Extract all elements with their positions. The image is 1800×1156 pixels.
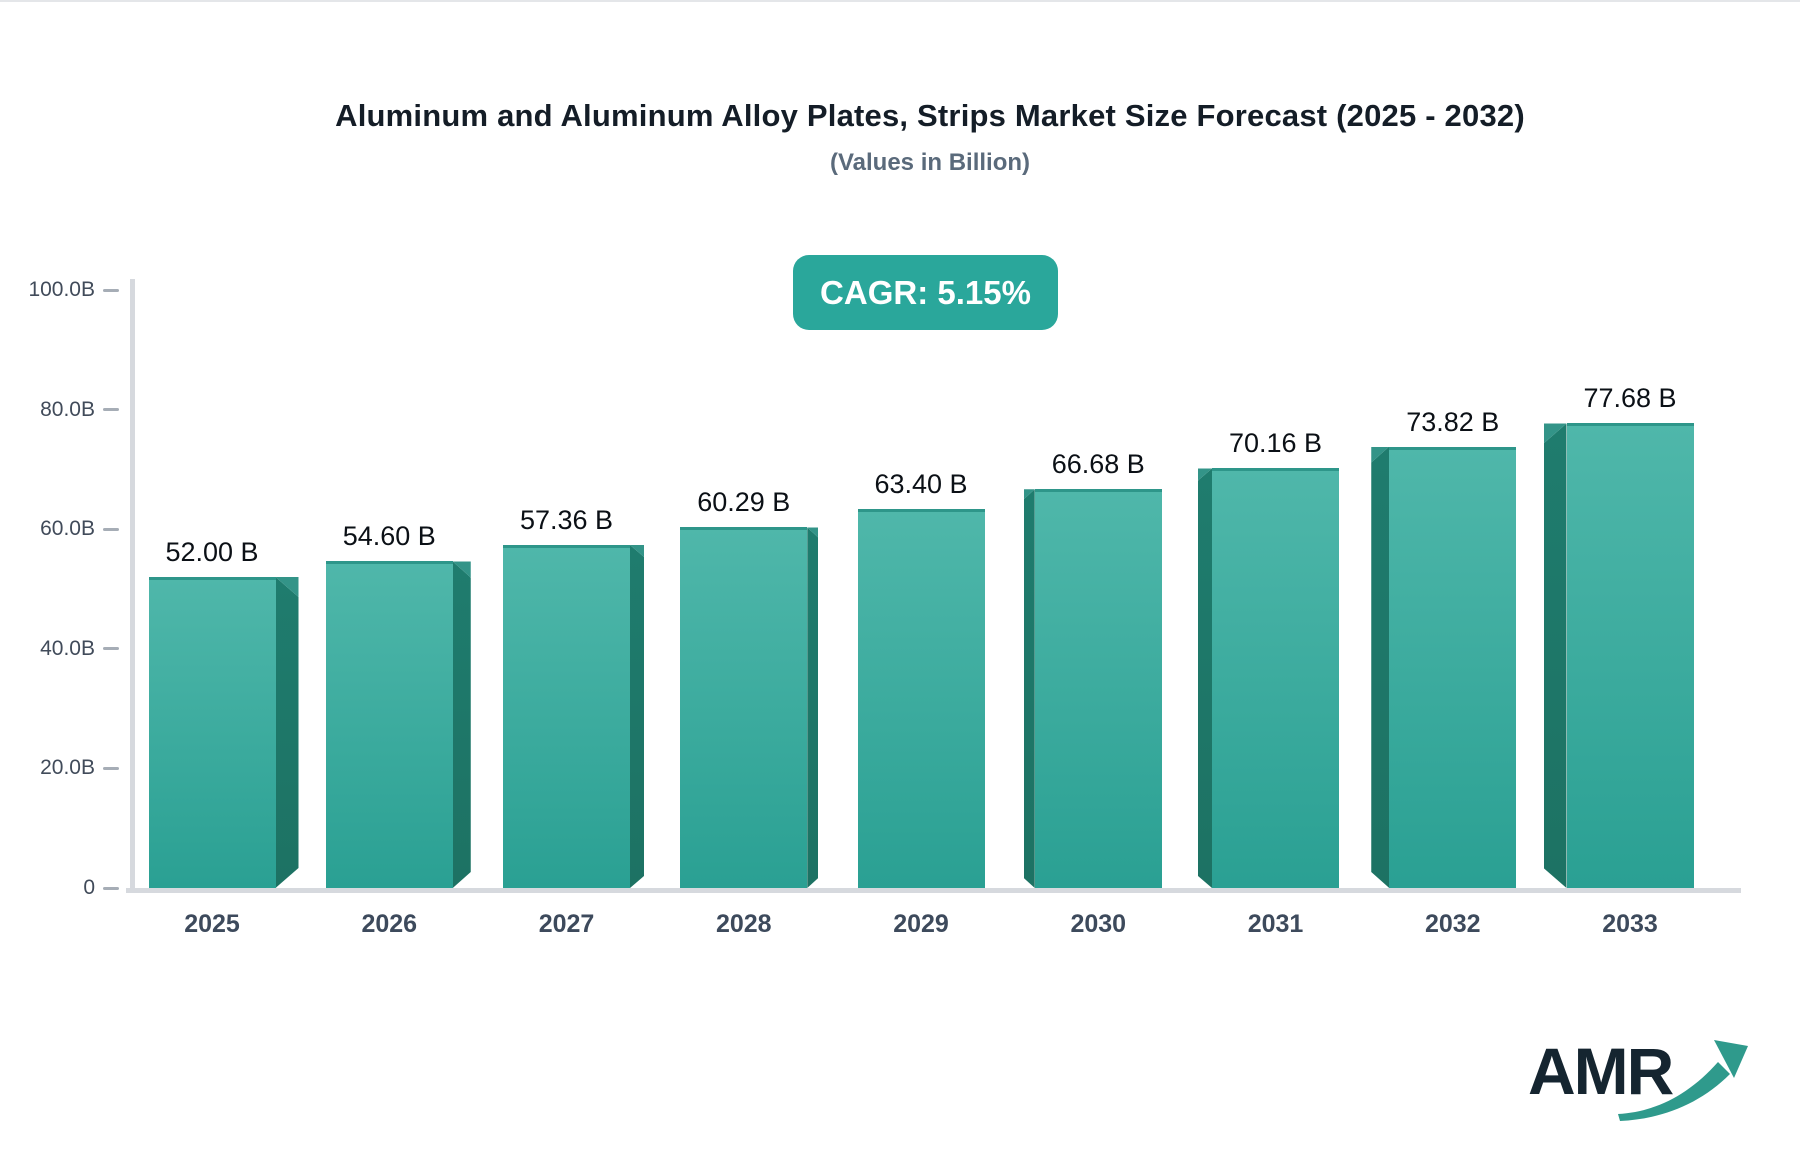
bar-top-bevel — [807, 527, 819, 538]
y-tick-mark — [103, 527, 119, 531]
x-tick-label: 2025 — [184, 910, 240, 938]
cagr-badge: CAGR: 5.15% — [793, 255, 1058, 330]
x-tick-label: 2030 — [1070, 910, 1127, 938]
bar-value-label: 77.68 B — [1583, 383, 1677, 414]
chart-title: Aluminum and Aluminum Alloy Plates, Stri… — [335, 98, 1525, 133]
y-tick-label: 60.0B — [40, 517, 95, 541]
bar-2029 — [857, 508, 985, 888]
chart-subtitle: (Values in Billion) — [829, 149, 1031, 176]
amr-logo-text: AMR — [1528, 1034, 1674, 1108]
bar-2028 — [680, 527, 808, 888]
bar-value-label: 54.60 B — [342, 521, 436, 552]
y-axis-line — [130, 279, 135, 893]
bar-side-face — [453, 561, 471, 888]
x-tick-label: 2028 — [715, 910, 772, 938]
x-tick-label: 2032 — [1424, 910, 1481, 938]
bar-value-label: 63.40 B — [874, 468, 968, 499]
y-tick-label: 0 — [83, 876, 95, 899]
bar-side-face — [1198, 468, 1212, 888]
bar-2033 — [1566, 423, 1694, 888]
y-tick-label: 80.0B — [40, 397, 95, 421]
y-tick-label: 40.0B — [40, 636, 95, 660]
growth-arrow-icon — [1618, 1040, 1748, 1121]
y-tick-mark — [103, 288, 119, 292]
bar-2031 — [1212, 468, 1339, 888]
x-tick-label: 2033 — [1602, 910, 1658, 938]
x-tick-label: 2027 — [538, 910, 595, 938]
bar-2027 — [503, 544, 630, 888]
y-tick-mark — [103, 766, 119, 770]
bar-value-label: 60.29 B — [697, 487, 791, 518]
bar-side-face — [807, 527, 818, 888]
bar-2030 — [1034, 489, 1162, 888]
x-tick-label: 2031 — [1247, 910, 1304, 938]
x-axis-line — [126, 888, 1741, 893]
bar-value-label: 73.82 B — [1406, 406, 1500, 437]
bar-side-face — [276, 577, 299, 888]
bar-value-label: 57.36 B — [519, 504, 614, 535]
bar-side-face — [1544, 423, 1567, 888]
bar-value-label: 66.68 B — [1051, 449, 1145, 480]
y-tick-mark — [103, 647, 119, 651]
bar-top-bevel — [1023, 489, 1035, 500]
y-tick-mark — [103, 886, 119, 890]
amr-logo: AMR — [1528, 1030, 1778, 1130]
bar-2032 — [1389, 446, 1517, 888]
bar-2026 — [325, 561, 453, 888]
y-tick-label: 20.0B — [40, 756, 95, 780]
bar-2025 — [148, 577, 276, 888]
x-tick-label: 2029 — [893, 910, 949, 938]
bar-side-face — [630, 545, 644, 888]
bar-value-label: 52.00 B — [165, 537, 259, 568]
y-tick-label: 100.0B — [28, 278, 95, 301]
bar-side-face — [1024, 489, 1035, 888]
bar-side-face — [1371, 447, 1389, 888]
x-tick-label: 2026 — [361, 910, 418, 938]
bar-value-label: 70.16 B — [1228, 428, 1323, 459]
y-tick-mark — [103, 408, 119, 412]
